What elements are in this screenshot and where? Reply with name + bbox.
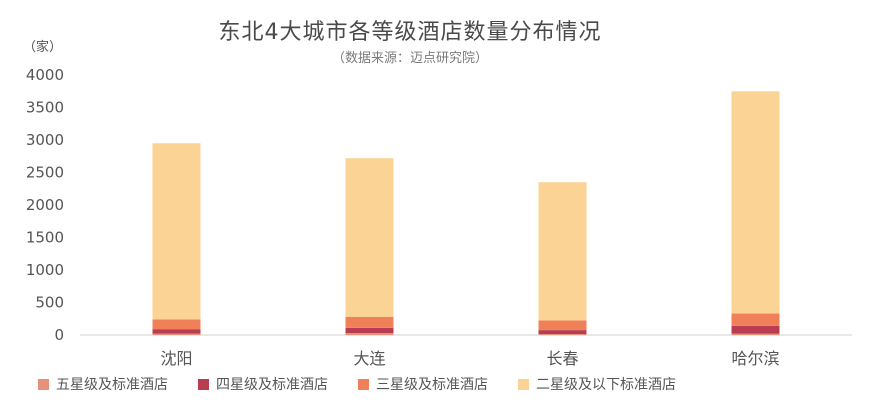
x-tick-label: 大连 [353, 349, 385, 368]
legend-swatch [358, 378, 369, 390]
y-tick-label: 1000 [26, 261, 64, 279]
bar-segment [538, 320, 587, 331]
bar-segment [345, 158, 394, 317]
y-axis-unit-label: （家） [23, 40, 63, 55]
bar-segment [345, 316, 394, 328]
y-tick-label: 3000 [26, 131, 64, 149]
bar-segment [152, 319, 201, 330]
bar-segment [345, 327, 394, 334]
y-tick-label: 2500 [26, 164, 64, 182]
y-tick-label: 1500 [26, 229, 64, 247]
y-tick-label: 4000 [26, 66, 64, 84]
bar-segment [152, 143, 201, 320]
x-tick-label: 沈阳 [160, 349, 192, 368]
bar-segment [538, 182, 587, 321]
legend-item: 五星级及标准酒店 [38, 374, 168, 394]
bar-segment [152, 329, 201, 334]
bar-segment [731, 325, 780, 334]
bar-segment [345, 333, 394, 335]
legend-label: 五星级及标准酒店 [56, 377, 168, 393]
bar-segment [731, 313, 780, 326]
legend-swatch [198, 378, 209, 390]
y-tick-label: 2000 [26, 196, 64, 214]
legend-label: 四星级及标准酒店 [216, 377, 328, 393]
bar-segment [538, 330, 587, 335]
legend: 五星级及标准酒店 四星级及标准酒店 三星级及标准酒店 二星级及以下标准酒店 [0, 374, 880, 394]
chart-subtitle: （数据来源：迈点研究院） [331, 51, 488, 66]
x-tick-label: 长春 [546, 349, 578, 368]
y-tick-label: 0 [54, 326, 64, 344]
legend-item: 三星级及标准酒店 [358, 374, 488, 394]
legend-swatch [38, 378, 49, 390]
bar-segment [152, 333, 201, 335]
legend-item: 四星级及标准酒店 [198, 374, 328, 394]
bar-segment [731, 91, 780, 314]
y-tick-label: 3500 [26, 99, 64, 117]
bar-segment [731, 333, 780, 335]
legend-label: 三星级及标准酒店 [376, 377, 488, 393]
chart-title: 东北4大城市各等级酒店数量分布情况 [218, 20, 602, 45]
bar-segment [538, 334, 587, 335]
legend-label: 二星级及以下标准酒店 [536, 377, 676, 393]
legend-item: 二星级及以下标准酒店 [518, 374, 676, 394]
x-tick-label: 哈尔滨 [731, 349, 779, 368]
legend-swatch [518, 378, 529, 390]
y-tick-label: 500 [35, 294, 64, 312]
